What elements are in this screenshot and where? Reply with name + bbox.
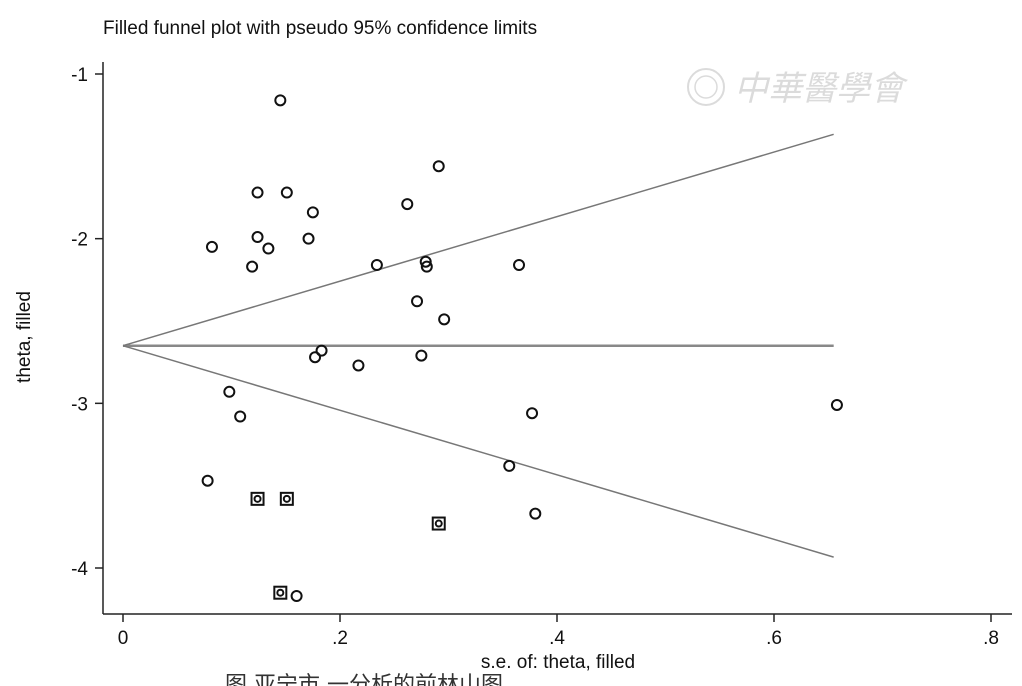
observed-study-point [513,259,526,272]
watermark-seal-inner-icon [694,75,718,99]
observed-study-point [503,459,516,472]
data-points [201,94,843,602]
filled-study-point [250,491,265,506]
observed-study-point [309,351,322,364]
chart-title: Filled funnel plot with pseudo 95% confi… [103,18,537,39]
filled-point-square [431,516,446,531]
y-axis-title: theta, filled [14,291,35,383]
observed-study-point [370,259,383,272]
observed-study-point [306,206,319,219]
filled-point-circle [282,494,291,503]
observed-study-point [526,407,539,420]
filled-point-square [279,491,294,506]
observed-study-point [315,344,328,357]
filled-point-square [273,585,288,600]
filled-point-circle [253,494,262,503]
observed-study-point [401,198,414,211]
observed-study-point [529,507,542,520]
observed-study-point [234,410,247,423]
watermark: 中華醫學會 [687,68,909,109]
observed-study-point [262,242,275,255]
filled-point-circle [276,588,285,597]
axis-ticks: 0 .2 .4 .6 .8 -1 -2 -3 -4 [71,65,999,649]
observed-study-point [415,349,428,362]
observed-study-point [302,232,315,245]
observed-study-point [438,313,451,326]
y-tick-label: -2 [71,230,88,251]
observed-study-point [201,474,214,487]
lower-confidence-limit-line [122,344,834,558]
observed-study-point [251,186,264,199]
observed-study-point [432,160,445,173]
observed-study-point [251,231,264,244]
observed-study-point [411,295,424,308]
figure-caption: 图 亚宁市 一分析的前林山图 [225,673,503,686]
watermark-text: 中華醫學會 [734,69,909,109]
observed-study-point [419,255,432,268]
filled-study-point [273,585,288,600]
observed-study-point [223,385,236,398]
y-tick-label: -4 [71,559,88,580]
filled-point-circle [434,519,443,528]
y-tick-label: -3 [71,394,88,415]
filled-point-square [250,491,265,506]
funnel-lines [122,133,834,558]
x-tick-label: .6 [766,628,782,649]
filled-study-point [431,516,446,531]
observed-study-point [280,186,293,199]
x-tick-label: .2 [332,628,348,649]
x-tick-label: .8 [983,628,999,649]
x-tick-label: .4 [549,628,565,649]
x-tick-label: 0 [118,628,129,649]
observed-study-point [830,398,843,411]
observed-study-point [352,359,365,372]
observed-study-point [420,260,433,273]
observed-study-point [205,240,218,253]
observed-study-point [290,589,303,602]
y-tick-label: -1 [71,65,88,86]
upper-confidence-limit-line [122,133,834,347]
x-axis-title: s.e. of: theta, filled [481,652,635,673]
filled-study-point [279,491,294,506]
watermark-seal-icon [687,68,725,106]
observed-study-point [246,260,259,273]
observed-study-point [274,94,287,107]
